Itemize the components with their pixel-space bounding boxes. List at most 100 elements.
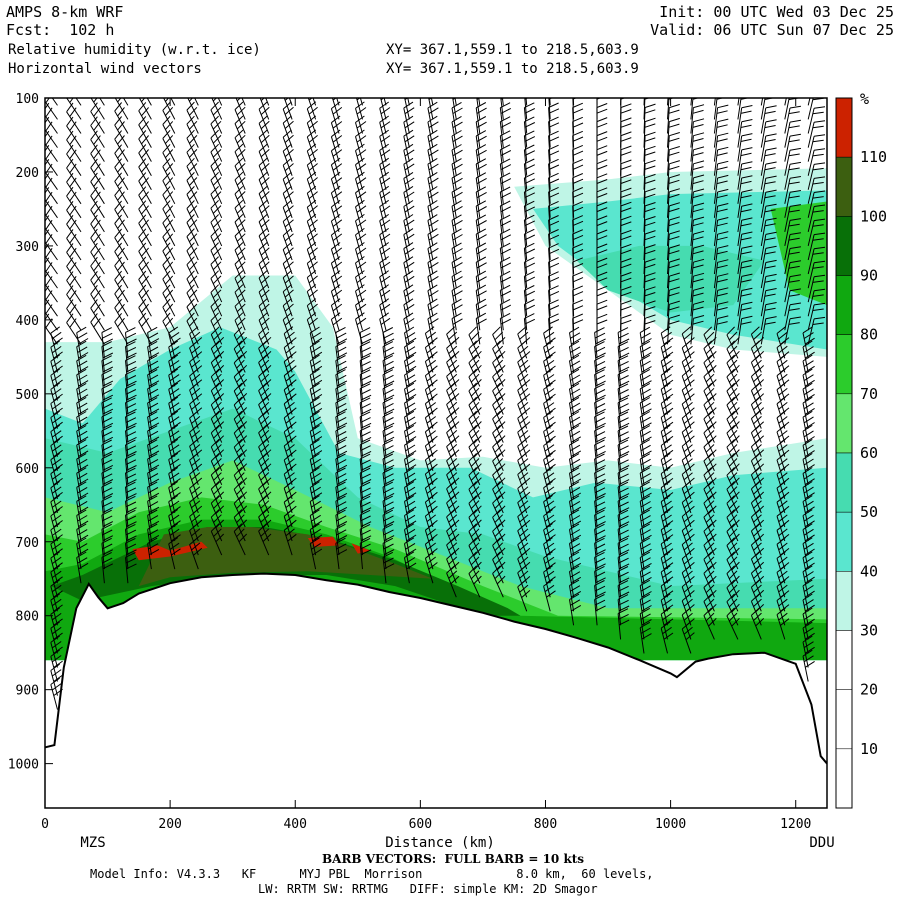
wind-barb <box>66 285 82 317</box>
wind-barb <box>543 424 556 457</box>
wind-barb <box>233 368 248 401</box>
wind-barb <box>210 326 225 359</box>
wind-barb <box>726 537 740 570</box>
wind-barb <box>468 523 482 556</box>
colorbar-label: 100 <box>860 207 887 225</box>
wind-barb <box>258 509 272 542</box>
wind-barb <box>681 593 695 626</box>
wind-barb <box>90 299 105 331</box>
wind-barb <box>210 466 225 500</box>
wind-barb <box>210 481 225 514</box>
wind-barb <box>468 354 482 387</box>
wind-barb <box>543 509 556 542</box>
wind-barb <box>703 565 717 598</box>
wind-barb <box>90 144 105 176</box>
wind-barb <box>233 523 248 556</box>
wind-barb <box>138 270 152 303</box>
wind-barb <box>189 410 203 443</box>
wind-barb <box>726 509 740 542</box>
wind-barb <box>233 382 248 415</box>
wind-barb <box>643 300 656 331</box>
wind-barb <box>690 202 705 232</box>
wind-barb <box>355 298 367 331</box>
wind-barb <box>335 537 348 570</box>
init-time: Init: 00 UTC Wed 03 Dec 25 <box>659 3 894 21</box>
wind-barb <box>234 143 246 176</box>
wind-barb <box>50 663 63 696</box>
wind-barb <box>713 174 729 204</box>
wind-barb <box>125 425 137 457</box>
wind-barb <box>776 326 790 359</box>
wind-barb <box>667 216 680 246</box>
wind-barb <box>492 410 506 443</box>
wind-barb <box>690 146 705 176</box>
wind-barb <box>639 621 652 654</box>
wind-barb <box>186 228 199 261</box>
wind-barb <box>750 368 765 401</box>
wind-barb <box>750 509 765 542</box>
wind-barb <box>737 189 753 218</box>
wind-barb <box>667 117 680 148</box>
wind-barb <box>258 185 270 218</box>
wind-barb <box>189 424 203 457</box>
wind-barb <box>379 129 391 162</box>
wind-barb <box>750 340 765 373</box>
wind-barb <box>760 302 777 331</box>
wind-barb <box>643 230 656 261</box>
wind-barb <box>643 286 656 317</box>
wind-barb <box>168 410 181 443</box>
wind-barb <box>517 565 531 598</box>
wind-barb <box>283 509 297 542</box>
y-tick-label: 100 <box>16 92 39 107</box>
wind-barb <box>784 98 787 106</box>
wind-barb <box>690 230 705 261</box>
wind-barb <box>424 340 438 373</box>
wind-barb <box>760 217 777 246</box>
wind-barb <box>468 481 482 514</box>
wind-barb <box>258 495 272 528</box>
wind-barb <box>355 213 367 247</box>
wind-barb <box>50 396 63 429</box>
wind-barb <box>681 368 695 401</box>
wind-barb <box>643 272 656 303</box>
wind-barb <box>162 242 176 275</box>
wind-barb <box>807 176 826 204</box>
wind-barb <box>681 326 695 359</box>
wind-barb <box>424 466 438 500</box>
wind-barbs <box>45 98 826 710</box>
colorbar-swatch <box>835 334 853 395</box>
wind-barb <box>543 368 556 401</box>
wind-barb <box>336 98 340 106</box>
wind-barb <box>737 273 753 303</box>
wind-barb <box>162 228 176 261</box>
wind-barb <box>66 257 82 289</box>
colorbar-swatch <box>835 452 853 513</box>
wind-barb <box>548 200 560 232</box>
wind-barb <box>543 480 556 514</box>
colorbar-swatch <box>835 156 853 217</box>
wind-barb <box>258 340 272 373</box>
y-tick-label: 600 <box>16 462 39 477</box>
wind-barb <box>690 98 700 120</box>
wind-barb <box>233 495 248 528</box>
wind-barb <box>359 537 372 570</box>
wind-barb <box>454 98 457 106</box>
wind-barb <box>750 481 765 514</box>
wind-barb <box>217 98 223 106</box>
wind-barb <box>517 579 531 612</box>
wind-barb <box>162 129 176 162</box>
wind-barb <box>690 258 705 289</box>
wind-barb <box>784 133 801 162</box>
wind-barb <box>283 98 293 120</box>
wind-barb <box>306 143 318 176</box>
y-tick-label: 800 <box>16 610 39 625</box>
wind-barb <box>523 299 536 331</box>
wind-barb <box>258 354 272 387</box>
wind-barb <box>446 396 460 429</box>
wind-barb <box>282 213 294 247</box>
wind-barb <box>776 466 790 500</box>
forecast-hour: Fcst: 102 h <box>6 21 115 39</box>
physics-info: LW: RRTM SW: RRTMG DIFF: simple KM: 2D S… <box>258 882 598 896</box>
wind-barb <box>776 354 790 387</box>
wind-barb <box>283 480 297 514</box>
